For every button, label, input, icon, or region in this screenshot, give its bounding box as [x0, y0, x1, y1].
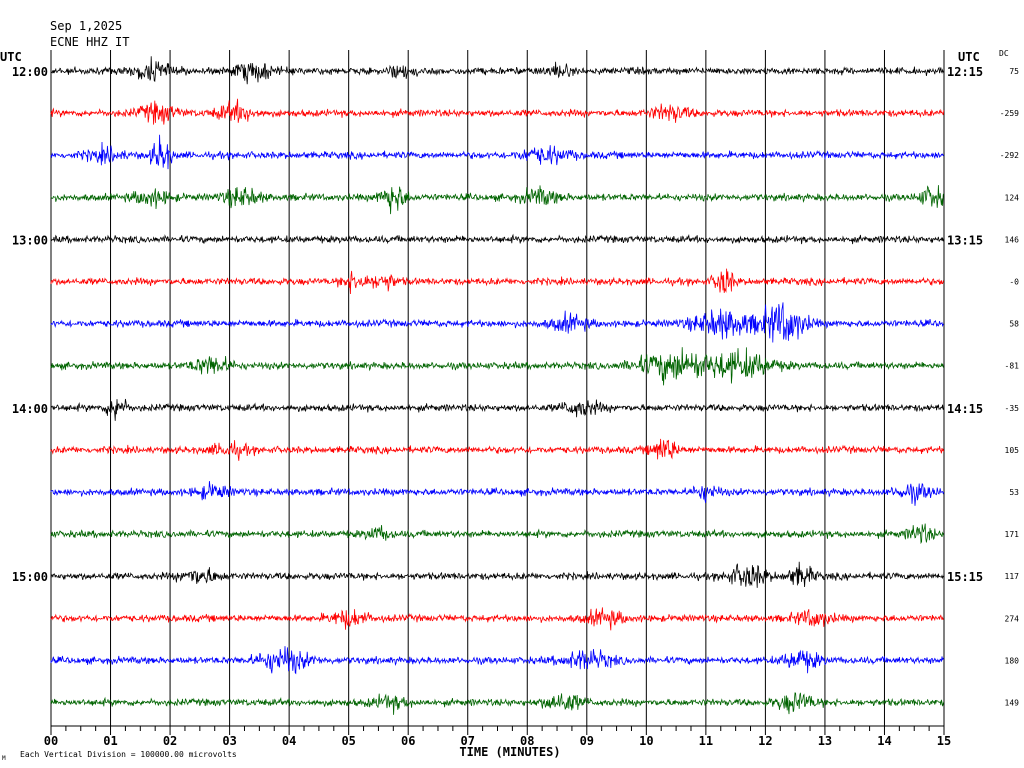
dc-value: -0	[1009, 278, 1019, 287]
trace-1245	[50, 185, 945, 215]
left-utc-label: UTC	[0, 50, 22, 64]
dc-value: 180	[1005, 656, 1020, 665]
x-axis: 00 01 02 03 04 05 06 07 08 09 10 11 12 13 14 15	[44, 725, 951, 748]
dc-value: -81	[1005, 362, 1020, 371]
trace-labels: 75 -259 -292 124 146 -0 58 -81 -35 105 53 171 117 274…	[12, 65, 1019, 708]
dc-value: 117	[1005, 572, 1020, 581]
x-tick-label: 08	[520, 734, 534, 748]
trace-1445	[50, 523, 945, 545]
trace-1500	[50, 561, 944, 588]
x-tick-label: 06	[401, 734, 415, 748]
x-tick-label: 14	[877, 734, 891, 748]
left-hour-label: 13:00	[12, 233, 48, 247]
x-tick-label: 09	[580, 734, 594, 748]
dc-value: 146	[1005, 235, 1020, 244]
x-tick-label: 05	[341, 734, 355, 748]
plot-date: Sep 1,2025	[50, 19, 123, 33]
x-tick-label: 03	[222, 734, 236, 748]
right-hour-label: 14:15	[947, 402, 983, 416]
right-hour-label: 12:15	[947, 65, 983, 79]
dc-value: 274	[1005, 614, 1020, 623]
trace-1345	[50, 347, 945, 386]
trace-1330	[50, 302, 944, 343]
x-tick-label: 02	[163, 734, 177, 748]
dc-value: 75	[1009, 67, 1019, 76]
dc-value: 53	[1009, 488, 1019, 497]
x-tick-label: 11	[699, 734, 713, 748]
trace-1430	[50, 481, 945, 506]
trace-1315	[50, 268, 945, 295]
x-tick-label: 15	[937, 734, 951, 748]
x-tick-label: 07	[461, 734, 475, 748]
trace-1415	[50, 438, 945, 461]
x-tick-label: 04	[282, 734, 296, 748]
trace-1545	[50, 692, 945, 715]
dc-value: 105	[1005, 446, 1020, 455]
left-hour-label: 14:00	[12, 402, 48, 416]
trace-1400	[50, 398, 945, 421]
footer-mark: M	[2, 755, 6, 762]
x-tick-label: 12	[758, 734, 772, 748]
seismic-traces	[50, 56, 945, 715]
trace-1215	[50, 98, 945, 125]
x-tick-label: 00	[44, 734, 58, 748]
dc-column-header: DC	[999, 49, 1009, 58]
dc-value: 58	[1009, 320, 1019, 329]
x-tick-label: 10	[639, 734, 653, 748]
right-hour-label: 15:15	[947, 570, 983, 584]
dc-value: 149	[1005, 699, 1020, 708]
x-tick-label: 13	[818, 734, 832, 748]
left-hour-label: 12:00	[12, 65, 48, 79]
trace-1230	[50, 134, 945, 170]
station-id: ECNE HHZ IT	[50, 35, 130, 49]
x-tick-label: 01	[103, 734, 117, 748]
axis-labels: UTC UTC DC TIME (MINUTES) Each Vertical …	[0, 49, 1009, 762]
dc-value: -35	[1005, 404, 1020, 413]
dc-value: -259	[1000, 109, 1019, 118]
right-hour-label: 13:15	[947, 233, 983, 247]
right-utc-label: UTC	[958, 50, 980, 64]
x-axis-title: TIME (MINUTES)	[459, 745, 560, 759]
trace-1200	[50, 56, 945, 85]
footer-scale-note: Each Vertical Division = 100000.00 micro…	[20, 750, 237, 759]
dc-value: -292	[1000, 151, 1019, 160]
trace-1300	[50, 233, 945, 245]
vertical-grid-lines	[50, 50, 945, 726]
left-hour-label: 15:00	[12, 570, 48, 584]
dc-value: 171	[1005, 530, 1020, 539]
trace-1515	[50, 607, 944, 631]
trace-1530	[50, 646, 945, 675]
dc-value: 124	[1005, 193, 1020, 202]
